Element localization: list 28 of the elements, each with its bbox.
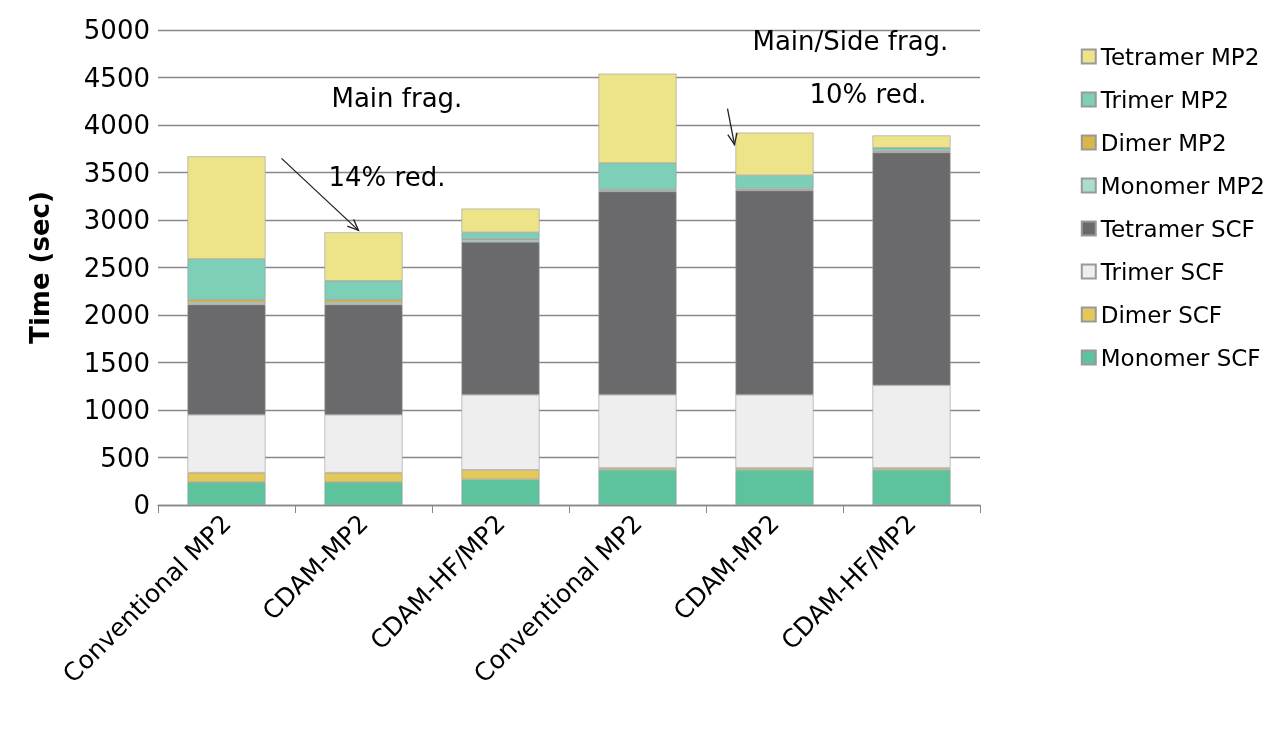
legend-label: Tetramer MP2: [1099, 43, 1260, 70]
y-tick-label: 2500: [83, 252, 150, 283]
legend-label: Trimer SCF: [1099, 258, 1225, 285]
legend-label: Monomer MP2: [1100, 172, 1265, 199]
legend-label: Monomer SCF: [1100, 344, 1261, 371]
annotation: 14% red.: [328, 162, 446, 193]
y-tick-label: 4000: [83, 110, 150, 140]
y-tick-label: 3500: [83, 157, 150, 188]
y-axis-title: Time (sec): [25, 191, 55, 344]
annotation: 10% red.: [809, 78, 927, 109]
bar: [872, 469, 951, 505]
legend-label: Dimer MP2: [1100, 129, 1227, 156]
y-tick-label: 3000: [83, 205, 150, 235]
bar: [872, 135, 951, 148]
legend-label: Tetramer SCF: [1099, 215, 1255, 242]
bar: [598, 469, 677, 505]
annotation: Main frag.: [331, 83, 463, 114]
legend-label: Dimer SCF: [1100, 301, 1223, 328]
y-tick-label: 0: [133, 490, 150, 520]
y-tick-label: 2000: [83, 300, 150, 330]
y-tick-label: 500: [100, 442, 150, 473]
annotation: Main/Side frag.: [752, 26, 949, 57]
y-tick-label: 5000: [83, 15, 150, 45]
y-tick-label: 1500: [83, 347, 150, 378]
bar: [735, 469, 814, 505]
y-tick-label: 4500: [83, 62, 150, 93]
y-tick-label: 1000: [83, 395, 150, 425]
legend-label: Trimer MP2: [1099, 86, 1229, 113]
